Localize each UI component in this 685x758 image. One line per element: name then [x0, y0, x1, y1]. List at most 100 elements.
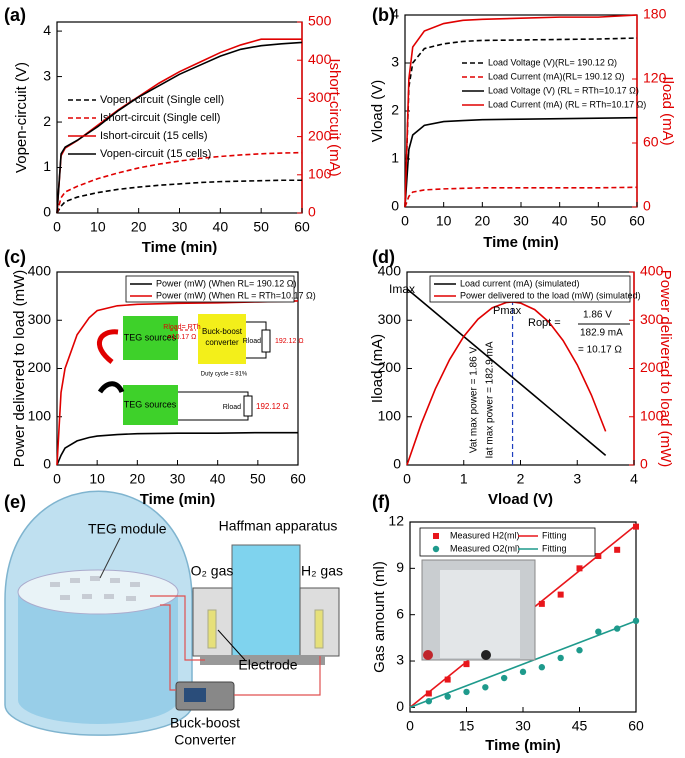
annotation: = 10.17 Ω	[578, 345, 622, 356]
y-tick-label: 400	[378, 263, 402, 279]
legend-label: Load Current (mA) (RL = RTh=10.17 Ω)	[488, 99, 646, 109]
panel-label: (c)	[4, 247, 26, 267]
x-tick-label: 10	[90, 219, 106, 235]
legend-frame	[429, 275, 631, 303]
y-tick-label: 400	[28, 263, 52, 279]
x-tick-label: 10	[89, 471, 105, 487]
annotation: converter	[205, 338, 239, 347]
y2-tick-label: 300	[308, 89, 332, 105]
y2-axis-title: Power delivered to load (mW)	[657, 270, 674, 468]
x-tick-label: 40	[552, 213, 568, 229]
series-line	[404, 116, 638, 208]
panel-label: (e)	[4, 492, 26, 512]
annotation: Buck-boost	[202, 327, 243, 336]
annotation: Rload	[243, 338, 261, 345]
x-tick-label: 20	[130, 471, 146, 487]
annotation: 1.86 V	[583, 310, 612, 321]
annotation: Vat max power = 1.86 V	[469, 347, 480, 454]
plot-frame	[404, 14, 638, 208]
x-axis-title: Vload (V)	[488, 491, 553, 508]
panel-label: (d)	[372, 247, 395, 267]
x-tick-label: 30	[513, 213, 529, 229]
series-line	[56, 151, 303, 214]
y-tick-label: 2	[43, 113, 51, 129]
marker	[557, 654, 564, 662]
x-axis-title: Time (min)	[142, 239, 218, 256]
x-tick-label: 60	[628, 718, 644, 734]
y-tick-label: 0	[43, 204, 51, 220]
legend-swatch	[433, 533, 439, 539]
legend-label: Fitting	[542, 543, 567, 553]
y-tick-label: 200	[28, 359, 52, 375]
x-tick-label: 0	[401, 213, 409, 229]
legend-label: Fitting	[542, 530, 567, 540]
marker	[500, 674, 508, 682]
marker	[576, 647, 583, 654]
converter-label: Buck-boost	[170, 715, 240, 731]
annotation: 192.12 Ω	[256, 402, 289, 411]
annotation: 192.12 Ω	[275, 338, 304, 345]
marker	[538, 664, 546, 671]
y2-tick-label: 400	[640, 263, 664, 279]
h2-label: H₂ gas	[301, 563, 343, 579]
x-axis-title: Time (min)	[483, 234, 559, 251]
annotation: Imax	[389, 282, 415, 296]
legend-label: Measured H2(ml)	[450, 530, 520, 540]
x-tick-label: 50	[250, 471, 266, 487]
marker	[557, 591, 564, 598]
y-tick-label: 3	[43, 67, 51, 83]
marker	[633, 523, 639, 530]
x-tick-label: 0	[53, 219, 61, 235]
converter-box	[198, 314, 246, 364]
marker	[463, 688, 470, 696]
legend-label: Load Voltage (V) (RL = RTh=10.17 Ω)	[488, 85, 639, 95]
marker	[519, 668, 527, 676]
y2-tick-label: 200	[640, 359, 664, 375]
y2-tick-label: 0	[643, 198, 651, 214]
annotation: 182.9 mA	[580, 328, 623, 339]
converter-screen	[184, 688, 206, 702]
y-axis-title: Vload (V)	[369, 80, 386, 143]
inset-photo	[440, 570, 520, 658]
series-line	[56, 179, 302, 214]
y-tick-label: 0	[396, 698, 404, 714]
electrode-right	[314, 609, 324, 649]
y-tick-label: 1	[391, 150, 399, 166]
annotation: TEG sources	[124, 399, 177, 409]
y-tick-label: 4	[43, 22, 51, 38]
legend-label: Load Current (mA)(RL= 190.12 Ω)	[488, 71, 625, 81]
electrode-label: Electrode	[238, 657, 297, 673]
curved-arrow	[96, 329, 119, 364]
annotation: Duty cycle = 81%	[201, 372, 248, 378]
x-tick-label: 2	[517, 471, 525, 487]
panel-label: (f)	[372, 492, 390, 512]
y-tick-label: 4	[391, 6, 399, 22]
y2-axis-title: Iload (mA)	[659, 76, 676, 145]
pointer	[99, 537, 121, 579]
series-line	[56, 41, 303, 214]
x-tick-label: 15	[459, 718, 475, 734]
water	[18, 595, 178, 724]
series-line	[404, 186, 638, 208]
x-tick-label: 0	[406, 718, 414, 734]
setup-illustration: (e) TEG module Haffman apparatus O₂ gas …	[4, 490, 343, 748]
inset-photo	[481, 650, 491, 660]
x-tick-label: 45	[572, 718, 588, 734]
legend-label: Power (mW) (When RL= 190.12 Ω)	[156, 278, 297, 288]
x-tick-label: 40	[213, 219, 229, 235]
resistor	[261, 329, 271, 353]
series-line	[56, 38, 302, 214]
x-tick-label: 20	[475, 213, 491, 229]
y-tick-label: 300	[378, 311, 402, 327]
x-tick-label: 50	[253, 219, 269, 235]
y-tick-label: 0	[391, 198, 399, 214]
y-axis-title: Iload (mA)	[369, 334, 386, 403]
y-axis-title: Gas amount (ml)	[371, 561, 388, 673]
y2-tick-label: 300	[640, 311, 664, 327]
teg-cells	[50, 576, 140, 601]
x-tick-label: 0	[53, 471, 61, 487]
x-tick-label: 50	[591, 213, 607, 229]
y-tick-label: 300	[28, 311, 52, 327]
legend-swatch	[432, 545, 440, 553]
y-axis-title: Vopen-circuit (V)	[13, 62, 30, 173]
